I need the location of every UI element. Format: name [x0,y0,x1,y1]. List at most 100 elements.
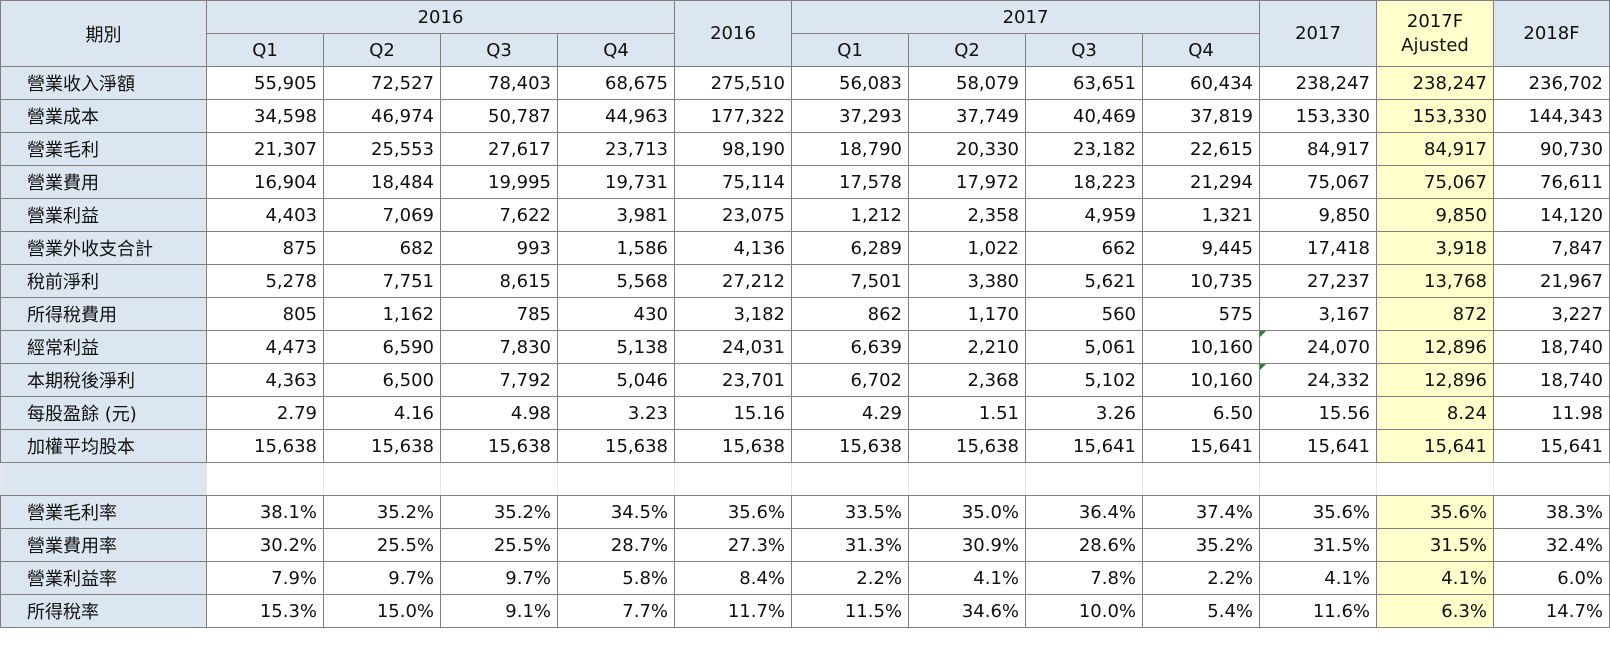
data-cell[interactable]: 8.4% [674,561,792,595]
data-cell[interactable]: 9.7% [440,561,558,595]
row-label[interactable]: 營業收入淨額 [0,66,207,100]
data-cell[interactable]: 662 [1025,231,1143,265]
data-cell[interactable]: 4.29 [791,396,909,430]
data-cell[interactable]: 6.3% [1376,594,1494,628]
data-cell[interactable]: 9.7% [323,561,441,595]
data-cell[interactable]: 23,713 [557,132,675,166]
data-cell[interactable]: 24,070 [1259,330,1377,364]
data-cell[interactable]: 23,075 [674,198,792,232]
data-cell[interactable]: 1.51 [908,396,1026,430]
data-cell[interactable]: 3.26 [1025,396,1143,430]
data-cell[interactable]: 2,368 [908,363,1026,397]
data-cell[interactable]: 575 [1142,297,1260,331]
data-cell[interactable]: 7,751 [323,264,441,298]
data-cell[interactable] [791,462,909,496]
data-cell[interactable]: 2,210 [908,330,1026,364]
data-cell[interactable]: 17,578 [791,165,909,199]
data-cell[interactable]: 3,981 [557,198,675,232]
data-cell[interactable]: 25.5% [323,528,441,562]
data-cell[interactable]: 18,740 [1493,330,1610,364]
data-cell[interactable]: 56,083 [791,66,909,100]
data-cell[interactable]: 4.16 [323,396,441,430]
data-cell[interactable]: 5.4% [1142,594,1260,628]
data-cell[interactable]: 75,067 [1376,165,1494,199]
data-cell[interactable]: 10.0% [1025,594,1143,628]
data-cell[interactable]: 15,638 [557,429,675,463]
data-cell[interactable]: 90,730 [1493,132,1610,166]
data-cell[interactable]: 15,638 [908,429,1026,463]
data-cell[interactable]: 22,615 [1142,132,1260,166]
data-cell[interactable]: 5,046 [557,363,675,397]
data-cell[interactable]: 11.98 [1493,396,1610,430]
data-cell[interactable]: 9,850 [1259,198,1377,232]
data-cell[interactable]: 3,182 [674,297,792,331]
data-cell[interactable] [1376,462,1494,496]
data-cell[interactable]: 3.23 [557,396,675,430]
data-cell[interactable]: 5,138 [557,330,675,364]
data-cell[interactable]: 37,749 [908,99,1026,133]
data-cell[interactable]: 37,819 [1142,99,1260,133]
data-cell[interactable]: 2.2% [1142,561,1260,595]
data-cell[interactable]: 3,380 [908,264,1026,298]
data-cell[interactable]: 1,162 [323,297,441,331]
data-cell[interactable]: 58,079 [908,66,1026,100]
row-label[interactable]: 所得稅費用 [0,297,207,331]
data-cell[interactable] [557,462,675,496]
data-cell[interactable]: 805 [206,297,324,331]
data-cell[interactable]: 2.2% [791,561,909,595]
data-cell[interactable]: 63,651 [1025,66,1143,100]
data-cell[interactable]: 32.4% [1493,528,1610,562]
data-cell[interactable]: 15,641 [1376,429,1494,463]
data-cell[interactable]: 8,615 [440,264,558,298]
data-cell[interactable]: 238,247 [1376,66,1494,100]
data-cell[interactable]: 38.1% [206,495,324,529]
data-cell[interactable]: 15,641 [1025,429,1143,463]
data-cell[interactable]: 17,418 [1259,231,1377,265]
row-label[interactable]: 稅前淨利 [0,264,207,298]
data-cell[interactable]: 75,067 [1259,165,1377,199]
data-cell[interactable]: 34.6% [908,594,1026,628]
data-cell[interactable]: 31.5% [1259,528,1377,562]
data-cell[interactable]: 862 [791,297,909,331]
data-cell[interactable]: 46,974 [323,99,441,133]
data-cell[interactable]: 8.24 [1376,396,1494,430]
data-cell[interactable]: 144,343 [1493,99,1610,133]
data-cell[interactable]: 38.3% [1493,495,1610,529]
data-cell[interactable]: 72,527 [323,66,441,100]
data-cell[interactable] [908,462,1026,496]
data-cell[interactable]: 875 [206,231,324,265]
data-cell[interactable]: 15,638 [674,429,792,463]
data-cell[interactable]: 23,701 [674,363,792,397]
data-cell[interactable]: 3,167 [1259,297,1377,331]
data-cell[interactable]: 9.1% [440,594,558,628]
data-cell[interactable]: 153,330 [1259,99,1377,133]
data-cell[interactable]: 14.7% [1493,594,1610,628]
data-cell[interactable]: 34.5% [557,495,675,529]
row-label[interactable]: 營業費用 [0,165,207,199]
row-label[interactable]: 營業毛利 [0,132,207,166]
data-cell[interactable]: 12,896 [1376,363,1494,397]
data-cell[interactable] [1142,462,1260,496]
data-cell[interactable]: 35.6% [1376,495,1494,529]
data-cell[interactable]: 60,434 [1142,66,1260,100]
data-cell[interactable]: 28.6% [1025,528,1143,562]
data-cell[interactable]: 275,510 [674,66,792,100]
data-cell[interactable]: 84,917 [1259,132,1377,166]
data-cell[interactable]: 55,905 [206,66,324,100]
data-cell[interactable] [323,462,441,496]
data-cell[interactable]: 40,469 [1025,99,1143,133]
data-cell[interactable]: 4,136 [674,231,792,265]
data-cell[interactable]: 6.0% [1493,561,1610,595]
data-cell[interactable]: 15,641 [1142,429,1260,463]
data-cell[interactable]: 6,289 [791,231,909,265]
data-cell[interactable]: 9,445 [1142,231,1260,265]
data-cell[interactable]: 35.6% [1259,495,1377,529]
data-cell[interactable]: 1,586 [557,231,675,265]
data-cell[interactable]: 68,675 [557,66,675,100]
data-cell[interactable]: 35.2% [440,495,558,529]
data-cell[interactable]: 682 [323,231,441,265]
data-cell[interactable]: 15,641 [1259,429,1377,463]
data-cell[interactable]: 4.1% [1259,561,1377,595]
data-cell[interactable]: 24,332 [1259,363,1377,397]
data-cell[interactable]: 18,740 [1493,363,1610,397]
